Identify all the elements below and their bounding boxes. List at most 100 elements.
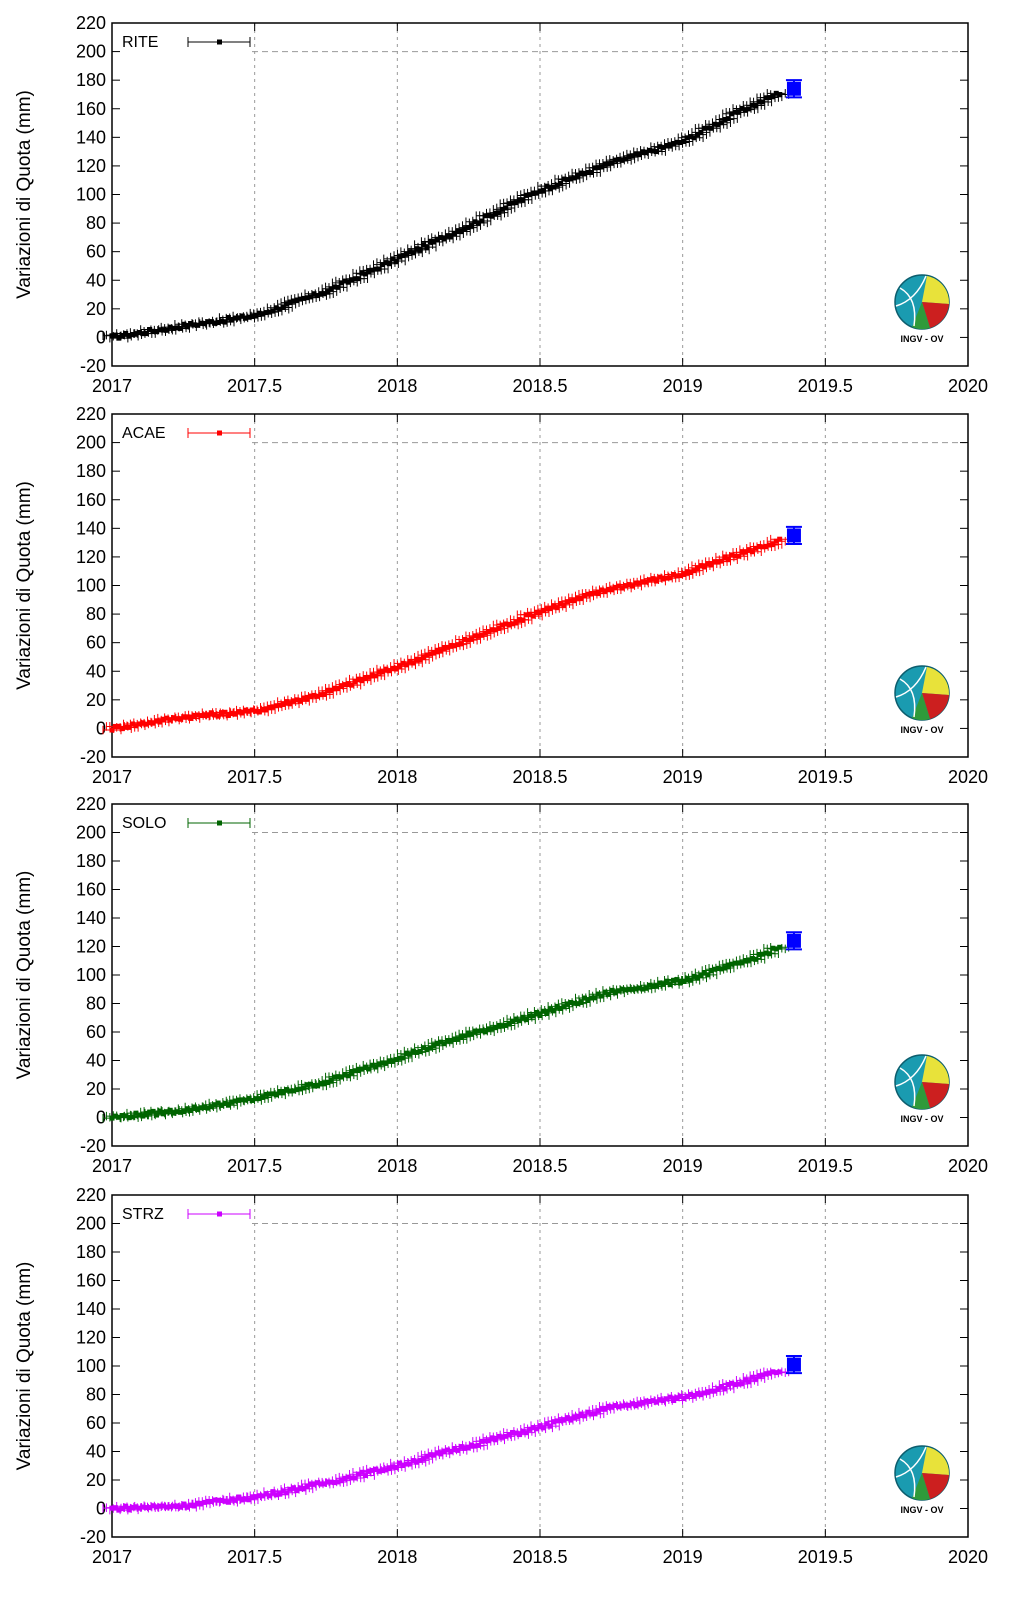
chart-panel-4: -20 0 20 40 60 80 100 120 140 160 180 200 220 2017 201… — [14, 1185, 988, 1567]
x-tick-label: 2019 — [663, 767, 703, 787]
x-tick-label: 2018 — [377, 376, 417, 396]
y-tick-label: 60 — [86, 1413, 106, 1433]
chart-panel-2: -20 0 20 40 60 80 100 120 140 160 180 200 220 2017 201… — [14, 404, 988, 787]
latest-data-point — [785, 931, 802, 951]
x-tick-label: 2019 — [663, 1156, 703, 1176]
y-tick-label: 80 — [86, 604, 106, 624]
y-tick-label: 140 — [76, 1299, 106, 1319]
y-tick-label: 100 — [76, 185, 106, 205]
y-axis-label: Variazioni di Quota (mm) — [14, 1262, 35, 1471]
y-tick-label: 60 — [86, 633, 106, 653]
y-tick-label: 180 — [76, 461, 106, 481]
latest-data-point — [785, 525, 802, 546]
y-tick-label: 20 — [86, 1470, 106, 1490]
y-axis-label: Variazioni di Quota (mm) — [14, 481, 35, 690]
y-tick-label: 220 — [76, 1185, 106, 1205]
y-tick-label: 160 — [76, 99, 106, 119]
y-tick-label: 40 — [86, 1442, 106, 1462]
x-tick-label: 2020 — [948, 1547, 988, 1567]
latest-data-point — [785, 1355, 802, 1375]
y-tick-label: 20 — [86, 1079, 106, 1099]
x-tick-label: 2017 — [92, 376, 132, 396]
x-tick-label: 2020 — [948, 1156, 988, 1176]
legend-marker — [217, 430, 222, 436]
chart-panel-1: -20 0 20 40 60 80 100 120 140 160 180 200 220 2017 201… — [14, 13, 988, 396]
legend-marker — [217, 820, 222, 826]
legend-label: SOLO — [122, 815, 166, 832]
legend: SOLO — [122, 815, 251, 832]
y-tick-label: 40 — [86, 1051, 106, 1071]
y-axis-label: Variazioni di Quota (mm) — [14, 871, 35, 1080]
y-tick-label: 140 — [76, 908, 106, 928]
y-tick-label: 220 — [76, 13, 106, 33]
y-tick-label: 0 — [96, 327, 106, 347]
x-tick-label: 2018 — [377, 1156, 417, 1176]
data-point — [698, 970, 718, 980]
y-tick-label: 20 — [86, 299, 106, 319]
y-tick-label: 160 — [76, 490, 106, 510]
x-tick-label: 2017 — [92, 1547, 132, 1567]
legend-label: RITE — [122, 34, 158, 51]
ingv-globe-logo-icon — [894, 1445, 950, 1501]
y-tick-label: 200 — [76, 433, 106, 453]
logo-label: INGV - OV — [900, 1114, 943, 1124]
x-tick-label: 2019 — [663, 1547, 703, 1567]
data-point — [718, 114, 738, 123]
x-tick-label: 2019 — [663, 376, 703, 396]
x-tick-label: 2018.5 — [512, 376, 567, 396]
y-axis-label: Variazioni di Quota (mm) — [14, 90, 35, 299]
y-tick-label: 80 — [86, 994, 106, 1014]
data-point — [715, 1384, 735, 1394]
x-tick-label: 2017 — [92, 767, 132, 787]
y-tick-label: 60 — [86, 1022, 106, 1042]
x-tick-label: 2018.5 — [512, 1547, 567, 1567]
y-tick-label: 40 — [86, 661, 106, 681]
x-tick-label: 2017.5 — [227, 767, 282, 787]
x-tick-label: 2017.5 — [227, 1156, 282, 1176]
data-point — [410, 245, 430, 255]
y-tick-label: 160 — [76, 880, 106, 900]
y-tick-label: 220 — [76, 404, 106, 424]
x-tick-label: 2017.5 — [227, 1547, 282, 1567]
y-tick-label: -20 — [80, 356, 106, 376]
y-tick-label: 0 — [96, 1499, 106, 1519]
y-tick-label: 0 — [96, 718, 106, 738]
y-tick-label: 120 — [76, 156, 106, 176]
y-tick-label: 180 — [76, 1242, 106, 1262]
y-tick-label: 80 — [86, 213, 106, 233]
data-point — [746, 955, 766, 964]
x-tick-label: 2018 — [377, 767, 417, 787]
logo-label: INGV - OV — [900, 1505, 943, 1515]
x-tick-label: 2019.5 — [798, 767, 853, 787]
x-tick-label: 2017 — [92, 1156, 132, 1176]
y-tick-label: 180 — [76, 851, 106, 871]
legend-marker — [217, 39, 222, 45]
x-tick-label: 2019.5 — [798, 376, 853, 396]
y-tick-label: 100 — [76, 965, 106, 985]
y-tick-label: 160 — [76, 1271, 106, 1291]
y-tick-label: 180 — [76, 70, 106, 90]
y-tick-label: 120 — [76, 937, 106, 957]
ingv-globe-logo-icon — [894, 665, 950, 721]
latest-data-point — [785, 79, 802, 99]
y-tick-label: 40 — [86, 270, 106, 290]
y-tick-label: -20 — [80, 747, 106, 767]
y-tick-label: 200 — [76, 42, 106, 62]
y-tick-label: 20 — [86, 690, 106, 710]
x-tick-label: 2018 — [377, 1547, 417, 1567]
y-tick-label: 200 — [76, 1214, 106, 1234]
y-tick-label: 140 — [76, 127, 106, 147]
x-tick-label: 2020 — [948, 767, 988, 787]
y-tick-label: 220 — [76, 794, 106, 814]
x-tick-label: 2018.5 — [512, 1156, 567, 1176]
legend: RITE — [122, 34, 251, 51]
legend: ACAE — [122, 425, 251, 442]
ingv-globe-logo-icon — [894, 274, 950, 330]
x-tick-label: 2017.5 — [227, 376, 282, 396]
x-tick-label: 2020 — [948, 376, 988, 396]
legend: STRZ — [122, 1206, 251, 1223]
ingv-globe-logo-icon — [894, 1054, 950, 1110]
y-tick-label: 140 — [76, 518, 106, 538]
y-tick-label: 100 — [76, 576, 106, 596]
